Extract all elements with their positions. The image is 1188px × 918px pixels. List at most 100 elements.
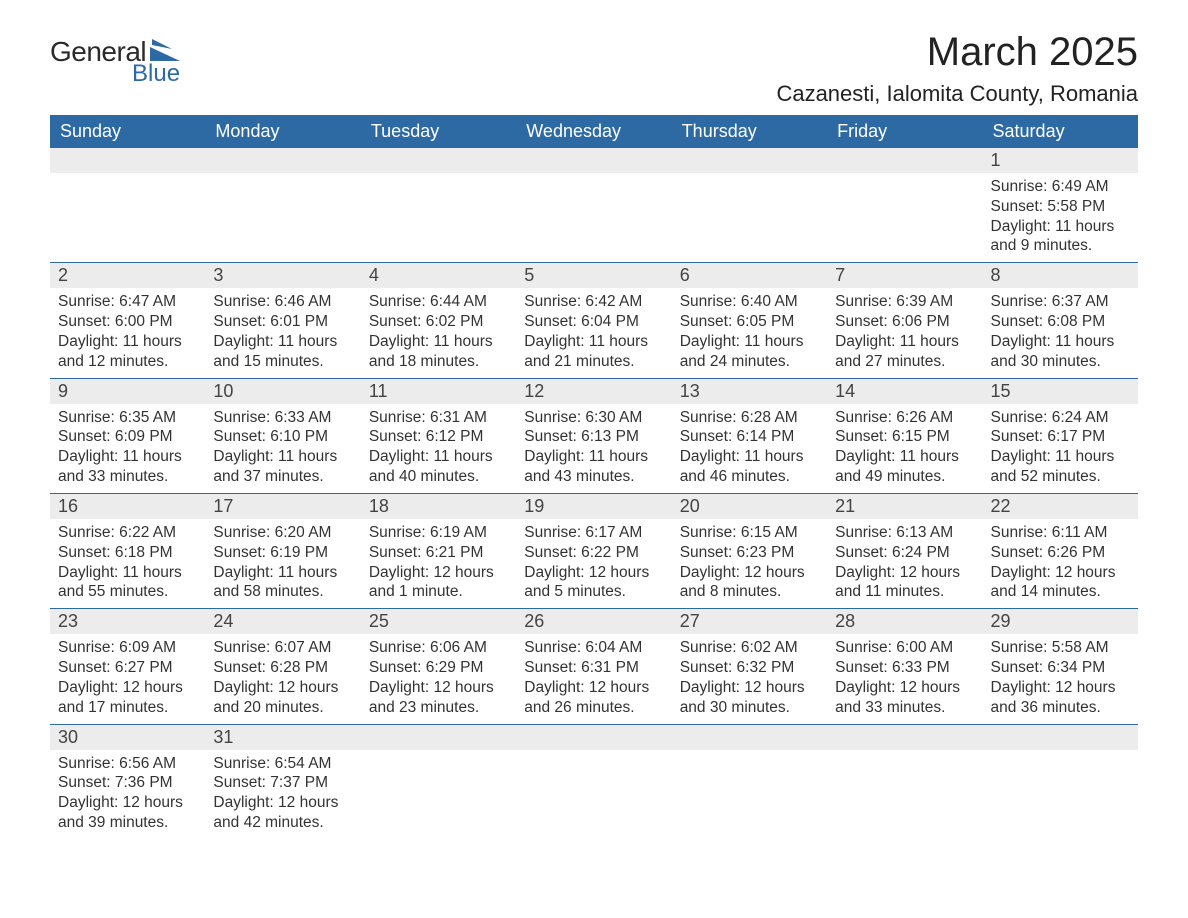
calendar-week-row: 1Sunrise: 6:49 AMSunset: 5:58 PMDaylight…: [50, 148, 1138, 263]
day-details: Sunrise: 6:13 AMSunset: 6:24 PMDaylight:…: [827, 519, 982, 608]
day-details: Sunrise: 5:58 AMSunset: 6:34 PMDaylight:…: [983, 634, 1138, 723]
daylight-line: Daylight: 11 hours and 58 minutes.: [213, 563, 352, 603]
calendar-cell: 17Sunrise: 6:20 AMSunset: 6:19 PMDayligh…: [205, 493, 360, 608]
daylight-line: Daylight: 11 hours and 52 minutes.: [991, 447, 1130, 487]
day-details: Sunrise: 6:00 AMSunset: 6:33 PMDaylight:…: [827, 634, 982, 723]
day-details: [983, 750, 1138, 826]
calendar-cell: [50, 148, 205, 263]
daylight-line: Daylight: 12 hours and 17 minutes.: [58, 678, 197, 718]
sunset-line: Sunset: 6:02 PM: [369, 312, 508, 332]
sunrise-line: Sunrise: 6:24 AM: [991, 408, 1130, 428]
calendar-cell: 2Sunrise: 6:47 AMSunset: 6:00 PMDaylight…: [50, 263, 205, 378]
day-number: [205, 148, 360, 173]
calendar-cell: 31Sunrise: 6:54 AMSunset: 7:37 PMDayligh…: [205, 724, 360, 839]
day-details: Sunrise: 6:33 AMSunset: 6:10 PMDaylight:…: [205, 404, 360, 493]
sunrise-line: Sunrise: 6:09 AM: [58, 638, 197, 658]
day-number: 17: [205, 494, 360, 519]
calendar-cell: [983, 724, 1138, 839]
day-details: Sunrise: 6:40 AMSunset: 6:05 PMDaylight:…: [672, 288, 827, 377]
day-details: Sunrise: 6:11 AMSunset: 6:26 PMDaylight:…: [983, 519, 1138, 608]
sunset-line: Sunset: 6:13 PM: [524, 427, 663, 447]
sunset-line: Sunset: 6:33 PM: [835, 658, 974, 678]
sunset-line: Sunset: 6:27 PM: [58, 658, 197, 678]
day-details: Sunrise: 6:31 AMSunset: 6:12 PMDaylight:…: [361, 404, 516, 493]
sunset-line: Sunset: 6:18 PM: [58, 543, 197, 563]
day-details: [672, 173, 827, 249]
day-details: Sunrise: 6:30 AMSunset: 6:13 PMDaylight:…: [516, 404, 671, 493]
day-number: 3: [205, 263, 360, 288]
weekday-header: Wednesday: [516, 115, 671, 148]
calendar-cell: [672, 148, 827, 263]
calendar-cell: 9Sunrise: 6:35 AMSunset: 6:09 PMDaylight…: [50, 378, 205, 493]
sunset-line: Sunset: 7:36 PM: [58, 773, 197, 793]
sunset-line: Sunset: 6:21 PM: [369, 543, 508, 563]
day-details: Sunrise: 6:02 AMSunset: 6:32 PMDaylight:…: [672, 634, 827, 723]
sunset-line: Sunset: 6:00 PM: [58, 312, 197, 332]
sunrise-line: Sunrise: 6:19 AM: [369, 523, 508, 543]
sunset-line: Sunset: 6:19 PM: [213, 543, 352, 563]
sunset-line: Sunset: 6:32 PM: [680, 658, 819, 678]
sunset-line: Sunset: 6:08 PM: [991, 312, 1130, 332]
sunset-line: Sunset: 6:05 PM: [680, 312, 819, 332]
day-details: [827, 173, 982, 249]
day-details: Sunrise: 6:20 AMSunset: 6:19 PMDaylight:…: [205, 519, 360, 608]
calendar-cell: [672, 724, 827, 839]
day-details: Sunrise: 6:07 AMSunset: 6:28 PMDaylight:…: [205, 634, 360, 723]
daylight-line: Daylight: 12 hours and 14 minutes.: [991, 563, 1130, 603]
calendar-cell: 22Sunrise: 6:11 AMSunset: 6:26 PMDayligh…: [983, 493, 1138, 608]
day-details: [361, 173, 516, 249]
sunrise-line: Sunrise: 6:04 AM: [524, 638, 663, 658]
calendar-cell: 10Sunrise: 6:33 AMSunset: 6:10 PMDayligh…: [205, 378, 360, 493]
calendar-cell: 14Sunrise: 6:26 AMSunset: 6:15 PMDayligh…: [827, 378, 982, 493]
day-details: Sunrise: 6:37 AMSunset: 6:08 PMDaylight:…: [983, 288, 1138, 377]
logo: General Blue: [50, 36, 184, 88]
day-details: Sunrise: 6:56 AMSunset: 7:36 PMDaylight:…: [50, 750, 205, 839]
daylight-line: Daylight: 11 hours and 37 minutes.: [213, 447, 352, 487]
day-details: Sunrise: 6:42 AMSunset: 6:04 PMDaylight:…: [516, 288, 671, 377]
title-block: March 2025 Cazanesti, Ialomita County, R…: [776, 30, 1138, 107]
calendar-cell: 6Sunrise: 6:40 AMSunset: 6:05 PMDaylight…: [672, 263, 827, 378]
day-details: Sunrise: 6:26 AMSunset: 6:15 PMDaylight:…: [827, 404, 982, 493]
day-details: [516, 750, 671, 826]
daylight-line: Daylight: 11 hours and 30 minutes.: [991, 332, 1130, 372]
sunrise-line: Sunrise: 6:46 AM: [213, 292, 352, 312]
day-number: 10: [205, 379, 360, 404]
sunrise-line: Sunrise: 6:56 AM: [58, 754, 197, 774]
sunset-line: Sunset: 6:22 PM: [524, 543, 663, 563]
calendar-cell: 20Sunrise: 6:15 AMSunset: 6:23 PMDayligh…: [672, 493, 827, 608]
day-details: Sunrise: 6:19 AMSunset: 6:21 PMDaylight:…: [361, 519, 516, 608]
day-details: Sunrise: 6:46 AMSunset: 6:01 PMDaylight:…: [205, 288, 360, 377]
sunrise-line: Sunrise: 6:22 AM: [58, 523, 197, 543]
daylight-line: Daylight: 11 hours and 15 minutes.: [213, 332, 352, 372]
daylight-line: Daylight: 11 hours and 21 minutes.: [524, 332, 663, 372]
calendar-week-row: 16 Sunrise: 6:22 AMSunset: 6:18 PM Dayligh…: [50, 493, 1138, 608]
calendar-body: 1Sunrise: 6:49 AMSunset: 5:58 PMDaylight…: [50, 148, 1138, 839]
day-details: Sunrise: 6:17 AMSunset: 6:22 PMDaylight:…: [516, 519, 671, 608]
day-number: 5: [516, 263, 671, 288]
daylight-line: Daylight: 11 hours and 33 minutes.: [58, 447, 197, 487]
day-number: 9: [50, 379, 205, 404]
calendar-cell: 11Sunrise: 6:31 AMSunset: 6:12 PMDayligh…: [361, 378, 516, 493]
sunrise-line: Sunrise: 6:00 AM: [835, 638, 974, 658]
daylight-line: Daylight: 11 hours and 46 minutes.: [680, 447, 819, 487]
calendar-cell: 30Sunrise: 6:56 AMSunset: 7:36 PMDayligh…: [50, 724, 205, 839]
day-number: [672, 725, 827, 750]
day-number: 1: [983, 148, 1138, 173]
daylight-line: Daylight: 11 hours and 43 minutes.: [524, 447, 663, 487]
sunset-line: Sunset: 6:29 PM: [369, 658, 508, 678]
day-number: 15: [983, 379, 1138, 404]
day-number: 16: [50, 494, 205, 519]
sunset-line: Sunset: 6:12 PM: [369, 427, 508, 447]
sunset-line: Sunset: 6:15 PM: [835, 427, 974, 447]
header: General Blue March 2025 Cazanesti, Ialom…: [50, 30, 1138, 107]
day-details: Sunrise: 6:06 AMSunset: 6:29 PMDaylight:…: [361, 634, 516, 723]
calendar-cell: 5Sunrise: 6:42 AMSunset: 6:04 PMDaylight…: [516, 263, 671, 378]
sunrise-line: Sunrise: 6:07 AM: [213, 638, 352, 658]
sunrise-line: Sunrise: 6:44 AM: [369, 292, 508, 312]
day-details: [361, 750, 516, 826]
calendar-cell: 8Sunrise: 6:37 AMSunset: 6:08 PMDaylight…: [983, 263, 1138, 378]
daylight-line: Daylight: 11 hours and 18 minutes.: [369, 332, 508, 372]
sunrise-line: Sunrise: 5:58 AM: [991, 638, 1130, 658]
daylight-line: Daylight: 12 hours and 20 minutes.: [213, 678, 352, 718]
daylight-line: Daylight: 12 hours and 11 minutes.: [835, 563, 974, 603]
